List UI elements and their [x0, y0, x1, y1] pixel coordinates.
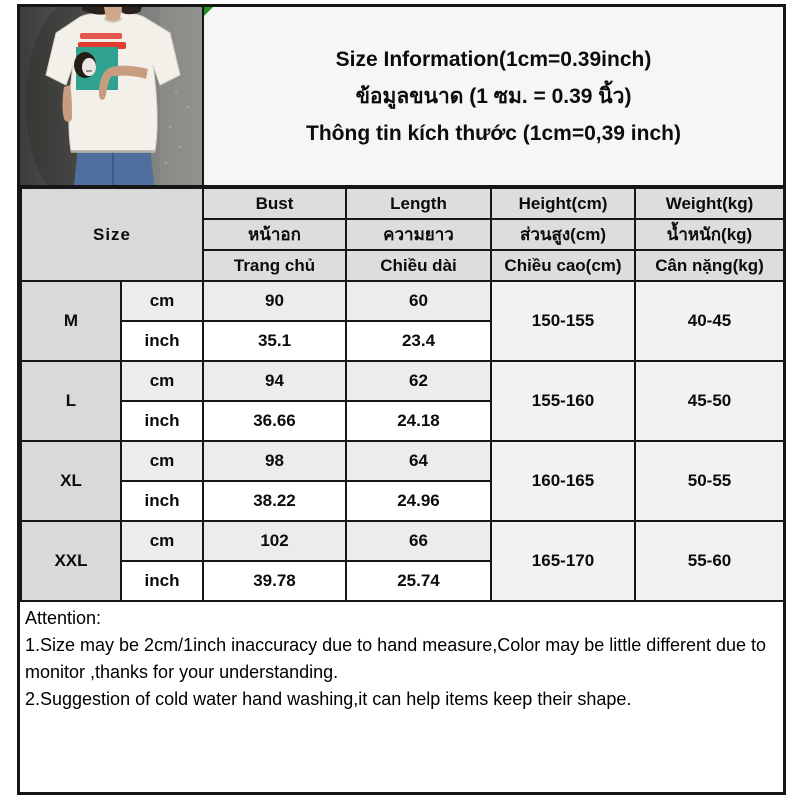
- unit-inch: inch: [120, 480, 204, 522]
- header-bust-en: Bust: [202, 187, 347, 220]
- size-label: XXL: [20, 520, 122, 602]
- header-weight-en: Weight(kg): [634, 187, 785, 220]
- unit-inch: inch: [120, 560, 204, 602]
- top-row: Size Information(1cm=0.39inch) ข้อมูลขนา…: [20, 7, 783, 187]
- hair-right: [122, 7, 142, 15]
- length-cm-value: 62: [345, 360, 492, 402]
- weight-value: 55-60: [634, 520, 785, 602]
- bust-cm-value: 98: [202, 440, 347, 482]
- size-chart-sheet: Size Information(1cm=0.39inch) ข้อมูลขนา…: [17, 4, 786, 795]
- length-inch-value: 25.74: [345, 560, 492, 602]
- size-label: M: [20, 280, 122, 362]
- product-photo: [20, 7, 204, 185]
- bust-cm-value: 94: [202, 360, 347, 402]
- title-en: Size Information(1cm=0.39inch): [335, 47, 652, 71]
- weight-value: 40-45: [634, 280, 785, 362]
- size-label: L: [20, 360, 122, 442]
- attention-title: Attention:: [25, 608, 102, 628]
- height-value: 155-160: [490, 360, 636, 442]
- bust-inch-value: 38.22: [202, 480, 347, 522]
- header-height-vi: Chiều cao(cm): [490, 249, 636, 282]
- height-value: 160-165: [490, 440, 636, 522]
- header-length-th: ความยาว: [345, 218, 492, 251]
- forearm-across: [108, 65, 148, 79]
- model-photo-illustration: [20, 7, 202, 185]
- length-inch-value: 24.96: [345, 480, 492, 522]
- hand: [98, 67, 115, 100]
- bust-inch-value: 35.1: [202, 320, 347, 362]
- unit-cm: cm: [120, 280, 204, 322]
- header-bust-vi: Trang chủ: [202, 249, 347, 282]
- cell-marker-triangle-icon: [204, 7, 213, 16]
- length-cm-value: 64: [345, 440, 492, 482]
- title-block: Size Information(1cm=0.39inch) ข้อมูลขนา…: [204, 7, 783, 185]
- unit-cm: cm: [120, 360, 204, 402]
- height-value: 150-155: [490, 280, 636, 362]
- length-inch-value: 23.4: [345, 320, 492, 362]
- title-th: ข้อมูลขนาด (1 ซม. = 0.39 นิ้ว): [355, 84, 632, 108]
- length-cm-value: 60: [345, 280, 492, 322]
- header-length-en: Length: [345, 187, 492, 220]
- forearm-hanging: [62, 85, 72, 122]
- hair-left: [82, 7, 106, 15]
- tshirt-print-red-text: [80, 33, 122, 39]
- header-height-en: Height(cm): [490, 187, 636, 220]
- bust-inch-value: 36.66: [202, 400, 347, 442]
- title-vi: Thông tin kích thước (1cm=0,39 inch): [306, 121, 681, 145]
- size-table: Size Bust Length Height(cm) Weight(kg) ห…: [20, 187, 785, 602]
- header-length-vi: Chiều dài: [345, 249, 492, 282]
- size-header-cell: Size: [20, 187, 204, 282]
- length-cm-value: 66: [345, 520, 492, 562]
- length-inch-value: 24.18: [345, 400, 492, 442]
- bust-cm-value: 102: [202, 520, 347, 562]
- bust-inch-value: 39.78: [202, 560, 347, 602]
- header-weight-th: น้ำหนัก(kg): [634, 218, 785, 251]
- header-bust-th: หน้าอก: [202, 218, 347, 251]
- size-label: XL: [20, 440, 122, 522]
- attention-line-2: 2.Suggestion of cold water hand washing,…: [25, 689, 632, 709]
- attention-note: Attention: 1.Size may be 2cm/1inch inacc…: [20, 602, 783, 792]
- weight-value: 45-50: [634, 360, 785, 442]
- weight-value: 50-55: [634, 440, 785, 522]
- neck: [104, 7, 122, 23]
- attention-line-1: 1.Size may be 2cm/1inch inaccuracy due t…: [25, 635, 767, 682]
- header-weight-vi: Cân nặng(kg): [634, 249, 785, 282]
- unit-inch: inch: [120, 400, 204, 442]
- unit-inch: inch: [120, 320, 204, 362]
- bust-cm-value: 90: [202, 280, 347, 322]
- height-value: 165-170: [490, 520, 636, 602]
- header-height-th: ส่วนสูง(cm): [490, 218, 636, 251]
- unit-cm: cm: [120, 440, 204, 482]
- unit-cm: cm: [120, 520, 204, 562]
